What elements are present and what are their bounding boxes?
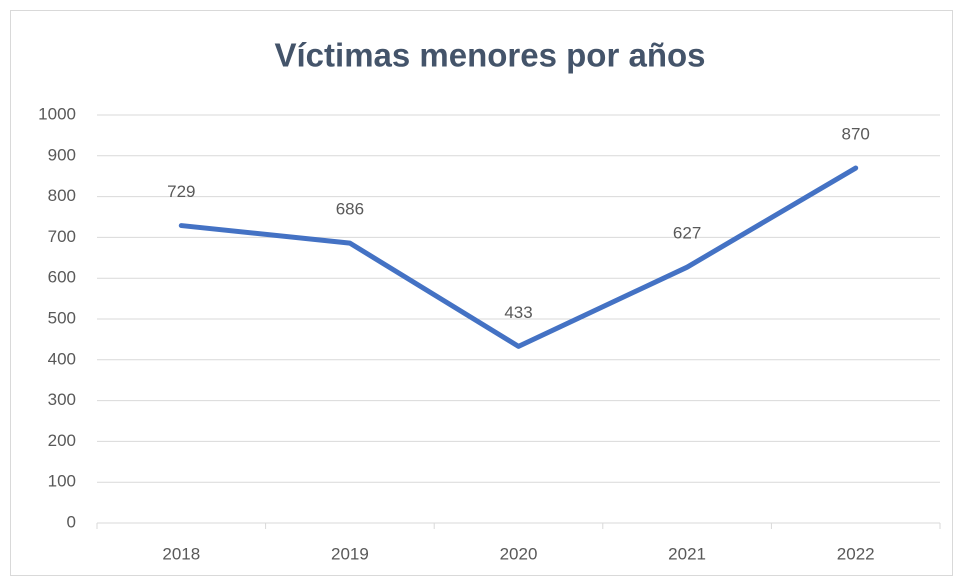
x-tick-label: 2019	[331, 544, 369, 563]
x-tick-label: 2022	[837, 544, 875, 563]
y-tick-label: 0	[67, 512, 76, 531]
data-label: 686	[336, 200, 364, 219]
y-tick-label: 100	[48, 472, 76, 491]
x-tick-label: 2021	[668, 544, 706, 563]
data-label: 729	[167, 182, 195, 201]
y-tick-label: 300	[48, 390, 76, 409]
y-tick-label: 200	[48, 431, 76, 450]
y-tick-label: 400	[48, 349, 76, 368]
y-tick-label: 1000	[38, 104, 76, 123]
y-tick-label: 500	[48, 308, 76, 327]
data-label: 870	[842, 125, 870, 144]
x-tick-label: 2018	[162, 544, 200, 563]
chart-title: Víctimas menores por años	[275, 37, 706, 74]
line	[178, 165, 859, 349]
y-tick-label: 700	[48, 227, 76, 246]
y-tick-label: 800	[48, 186, 76, 205]
y-tick-label: 600	[48, 268, 76, 287]
data-label: 627	[673, 224, 701, 243]
data-label: 433	[504, 303, 532, 322]
x-tick-label: 2020	[500, 544, 538, 563]
chart-border	[10, 10, 953, 576]
y-tick-label: 900	[48, 145, 76, 164]
